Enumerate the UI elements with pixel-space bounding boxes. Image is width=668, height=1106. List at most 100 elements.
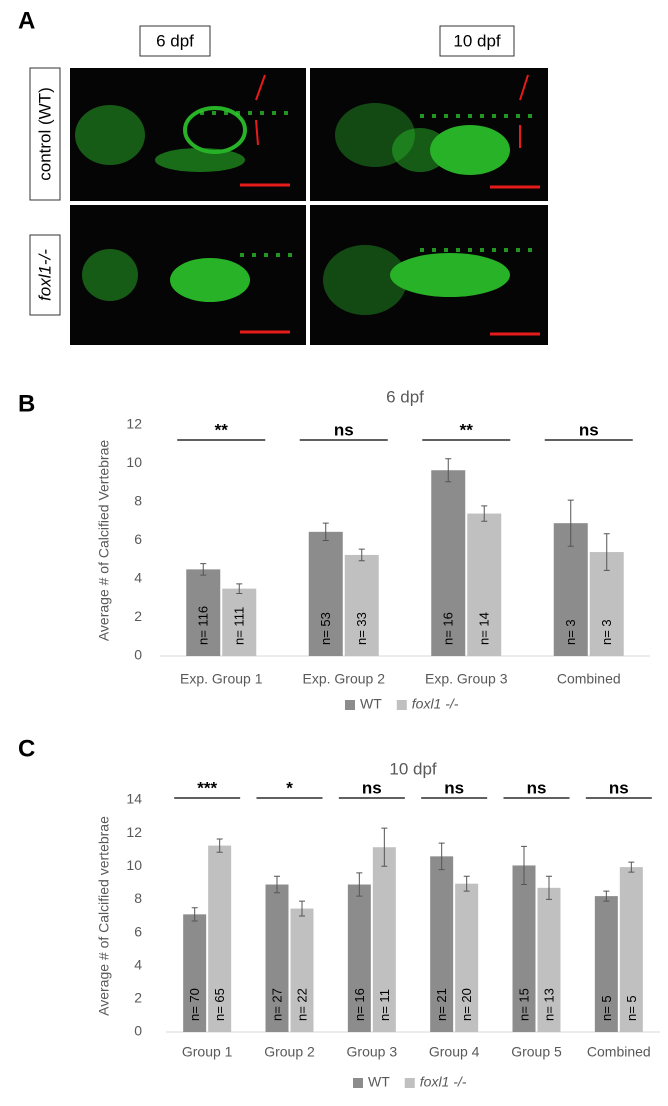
- chart-title: 10 dpf: [389, 759, 437, 778]
- bar: [308, 531, 343, 656]
- error-bar: [216, 838, 223, 853]
- row-label: foxl1-/-: [35, 249, 54, 301]
- n-label: n= 21: [434, 988, 449, 1021]
- bar: [265, 884, 289, 1032]
- error-bar: [191, 907, 198, 922]
- n-label: n= 3: [599, 619, 614, 645]
- error-bar: [381, 827, 388, 867]
- bar: [347, 884, 371, 1032]
- n-label: n= 15: [516, 988, 531, 1021]
- y-tick-label: 2: [134, 990, 142, 1006]
- n-label: n= 20: [459, 988, 474, 1021]
- y-tick-label: 14: [126, 791, 142, 807]
- n-label: n= 27: [269, 988, 284, 1021]
- bar: [537, 887, 561, 1032]
- error-bar: [236, 583, 243, 594]
- n-label: n= 111: [232, 607, 247, 645]
- legend-label: WT: [360, 696, 382, 712]
- column-label: 6 dpf: [156, 31, 194, 50]
- significance-label: *: [286, 778, 293, 797]
- label-box: [29, 234, 61, 316]
- n-label: n= 16: [352, 988, 367, 1021]
- bar: [372, 847, 396, 1032]
- significance-label: **: [215, 420, 229, 439]
- bar: [619, 867, 643, 1032]
- bar: [290, 908, 314, 1032]
- micrographs: [70, 68, 548, 345]
- error-bar: [358, 548, 365, 562]
- error-bar: [521, 845, 527, 886]
- y-tick-label: 8: [134, 890, 142, 906]
- error-bar: [546, 875, 552, 900]
- error-bar: [322, 522, 329, 541]
- significance-label: ns: [362, 778, 382, 797]
- n-label: n= 16: [441, 612, 456, 645]
- n-label: n= 116: [196, 606, 211, 645]
- legend-label: WT: [368, 1074, 390, 1090]
- error-bar: [299, 900, 305, 917]
- n-label: n= 5: [624, 995, 639, 1021]
- n-label: n= 14: [477, 612, 492, 645]
- error-bar: [463, 875, 470, 892]
- legend-swatch: [353, 1078, 363, 1088]
- legend-swatch: [345, 700, 355, 710]
- y-tick-label: 4: [134, 570, 142, 586]
- y-tick-label: 6: [134, 923, 142, 939]
- bar: [467, 513, 502, 656]
- x-tick-label: Group 3: [347, 1044, 398, 1060]
- panel-letter: B: [18, 390, 35, 417]
- y-tick-label: 12: [126, 416, 142, 432]
- error-bar: [274, 875, 280, 894]
- bar: [455, 883, 479, 1032]
- error-bar: [628, 861, 635, 873]
- x-tick-label: Group 1: [182, 1044, 233, 1060]
- significance-label: ns: [609, 778, 629, 797]
- error-bar: [200, 563, 207, 576]
- x-tick-label: Group 4: [429, 1044, 480, 1060]
- bar: [186, 569, 221, 656]
- error-bar: [603, 533, 610, 571]
- y-tick-label: 2: [134, 608, 142, 624]
- legend-swatch: [396, 700, 407, 710]
- significance-label: ns: [444, 778, 464, 797]
- y-axis-label: Average # of Calcified vertebrae: [96, 816, 112, 1016]
- legend-swatch: [404, 1078, 415, 1088]
- error-bar: [481, 505, 488, 522]
- column-label: 10 dpf: [453, 31, 501, 50]
- bar: [344, 554, 379, 656]
- error-bar: [567, 499, 574, 547]
- n-label: n= 11: [377, 989, 392, 1021]
- y-tick-label: 4: [134, 956, 142, 972]
- x-tick-label: Group 2: [264, 1044, 315, 1060]
- x-tick-label: Exp. Group 3: [425, 671, 508, 687]
- significance-label: ns: [334, 420, 354, 439]
- row-label: control (WT): [35, 87, 54, 181]
- bar: [512, 865, 536, 1032]
- bar: [208, 845, 232, 1032]
- y-tick-label: 8: [134, 493, 142, 509]
- bar: [222, 588, 257, 656]
- n-label: n= 33: [354, 612, 369, 645]
- label-box: [439, 25, 515, 57]
- n-label: n= 13: [541, 988, 556, 1021]
- error-bar: [445, 458, 452, 483]
- error-bar: [603, 890, 610, 902]
- y-tick-label: 0: [134, 647, 142, 663]
- label-box: [139, 25, 211, 57]
- error-bar: [356, 872, 363, 897]
- bar: [430, 856, 454, 1032]
- bar: [431, 470, 466, 656]
- y-axis-label: Average # of Calcified Vertebrae: [96, 440, 112, 642]
- y-tick-label: 12: [126, 824, 142, 840]
- n-label: n= 3: [563, 619, 578, 645]
- x-tick-label: Exp. Group 2: [303, 671, 386, 687]
- chart-title: 6 dpf: [386, 387, 424, 406]
- legend-label: foxl1 -/-: [412, 696, 459, 712]
- error-bar: [438, 842, 445, 871]
- y-tick-label: 10: [126, 454, 142, 470]
- x-tick-label: Combined: [587, 1044, 651, 1060]
- significance-label: ns: [579, 420, 599, 439]
- n-label: n= 53: [318, 612, 333, 645]
- bar: [183, 914, 207, 1032]
- x-tick-label: Combined: [557, 671, 621, 687]
